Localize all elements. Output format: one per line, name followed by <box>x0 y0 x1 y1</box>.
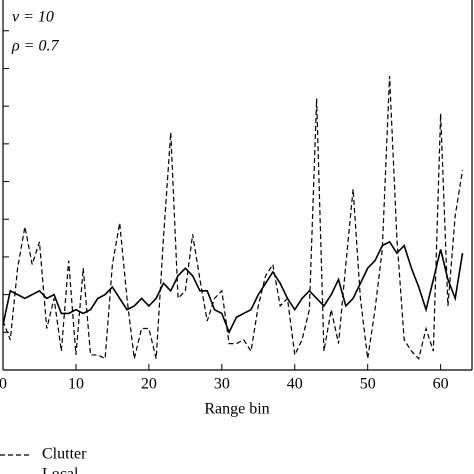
x-tick-label: 50 <box>360 376 376 393</box>
x-axis-label: Range bin <box>204 401 269 418</box>
x-tick-label: 10 <box>68 376 84 393</box>
series-line <box>2 240 464 335</box>
x-tick-label: 60 <box>433 376 449 393</box>
legend-label: Local <box>42 466 79 474</box>
x-tick-label: 0 <box>0 376 7 393</box>
x-tick-label: 40 <box>287 376 303 393</box>
legend-label: Clutter <box>42 446 87 463</box>
x-tick-label: 30 <box>214 376 230 393</box>
series-line <box>2 75 464 360</box>
x-tick-label: 20 <box>141 376 157 393</box>
annotation: ν = 10 <box>12 9 54 26</box>
annotation: ρ = 0.7 <box>11 38 59 55</box>
